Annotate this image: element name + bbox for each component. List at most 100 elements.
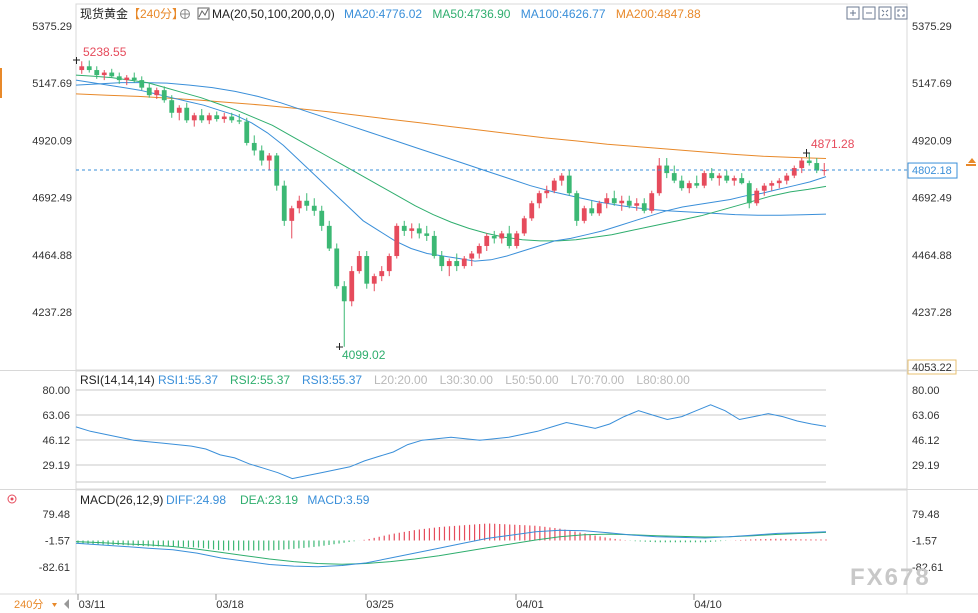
candle-body [169,100,175,113]
zoom-in-icon[interactable] [846,6,860,20]
candle-body [124,77,130,81]
candle-body [679,180,685,189]
rsi-grid: 80.00 80.00 63.06 63.06 46.12 46.12 29.19 29.19 [42,385,940,483]
candle-body [754,190,760,204]
candle-body [686,183,692,189]
candle-body [709,173,715,179]
price-tick-right-3: 4692.49 [912,193,952,205]
current-price-arrow[interactable] [968,158,976,163]
rsi-header: RSI(14,14,14) RSI1:55.37 RSI2:55.37 RSI3:5… [80,373,690,387]
rsi-value-6: L70:70.00 [571,373,625,387]
candle-body [446,261,452,267]
candle-body [416,228,422,234]
rsi-values: RSI1:55.37 RSI2:55.37 RSI3:55.37 L20:20.00 L… [158,373,690,387]
candle-body [274,155,280,186]
candle-body [161,90,167,101]
rsi-tick-right-3: 29.19 [912,460,940,472]
diff-line [75,529,827,568]
rsi-line [75,404,827,480]
candle-body [799,160,805,169]
rsi-value-1: RSI2:55.37 [230,373,290,387]
period-dropdown-icon[interactable] [52,603,57,607]
rsi-value-3: L20:20.00 [374,373,428,387]
rsi-value-2: RSI3:55.37 [302,373,362,387]
candle-body [491,235,497,239]
zoom-out-icon[interactable] [862,6,876,20]
price-tick-left-1: 5147.69 [32,78,72,90]
rsi-tick-right-1: 63.06 [912,410,940,422]
candle-body [206,115,212,121]
rsi-tick-left-3: 29.19 [42,460,70,472]
candle-body [701,173,707,186]
ma100-line [75,82,827,216]
candle-body [101,72,107,76]
rsi-tick-left-1: 63.06 [42,410,70,422]
candle-body [214,115,220,120]
compress-icon[interactable] [878,6,892,20]
candle-body [349,271,355,302]
macd-value-1: DEA:23.19 [240,493,298,507]
candle-body [364,256,370,284]
settings-icon[interactable] [180,9,190,19]
ma50-line [75,74,827,242]
price-tick-left-5: 4237.28 [32,307,72,319]
dea-line [75,531,827,565]
candle-body [544,190,550,194]
expand-icon[interactable] [894,6,908,20]
toolbar [846,6,908,20]
price-tick-left-4: 4464.88 [32,250,72,262]
candle-body [109,72,115,77]
candle-body [79,66,85,71]
date-axis: 03/11 03/18 03/25 04/01 04/10 [77,594,722,611]
date-label-4: 04/10 [694,599,722,611]
ma20-line [75,79,827,262]
candle-body [424,233,430,236]
candle-body [146,87,152,96]
price-tick-right-0: 5375.29 [912,21,952,33]
rsi-tick-left-2: 46.12 [42,435,70,447]
annotation-high-left: 5238.55 [73,45,127,64]
candle-body [401,225,407,231]
candle-body [259,150,265,161]
candle-body [266,155,272,161]
price-axis-bottom-label: 4053.22 [912,362,952,374]
candle-body [821,170,827,172]
candle-body [229,116,235,121]
price-tick-left-2: 4920.09 [32,135,72,147]
period-badge[interactable]: 【240分】 [128,7,184,21]
price-tick-right-2: 4920.09 [912,135,952,147]
candle-body [626,200,632,206]
current-price-line: 4802.18 [76,158,976,179]
candle-body [611,198,617,204]
price-axis: 5375.29 5375.29 5147.69 5147.69 4920.09 4920.… [32,21,952,319]
candle-body [499,233,505,239]
price-tick-right-5: 4237.28 [912,307,952,319]
macd-lines [75,529,827,568]
scroll-left-icon[interactable] [64,599,69,609]
rsi-tick-left-0: 80.00 [42,385,70,397]
candle-body [656,165,662,194]
candle-body [806,160,812,164]
macd-settings-icon[interactable] [7,494,17,504]
candle-body [664,165,670,174]
rsi-label: RSI(14,14,14) [80,373,155,387]
indicator-icon[interactable] [197,7,210,20]
candle-body [289,208,295,221]
macd-tick-left-0: 79.48 [42,509,70,521]
ma-lines [75,74,827,262]
candle-body [784,175,790,181]
candle-body [791,168,797,176]
period-selector[interactable]: 240分 [14,598,43,611]
candle-body [716,175,722,179]
candle-body [641,203,647,211]
macd-value-2: MACD:3.59 [307,493,369,507]
ma-value-2: MA100:4626.77 [521,7,606,21]
rsi-panel-frame [75,370,908,490]
candle-body [319,210,325,226]
candle-body [506,233,512,246]
candle-body [191,115,197,121]
price-bottom-box [907,359,957,375]
candle-body [619,200,625,204]
candle-body [776,180,782,184]
macd-header: MACD(26,12,9) DIFF:24.98 DEA:23.19 MACD:3.… [7,493,370,507]
